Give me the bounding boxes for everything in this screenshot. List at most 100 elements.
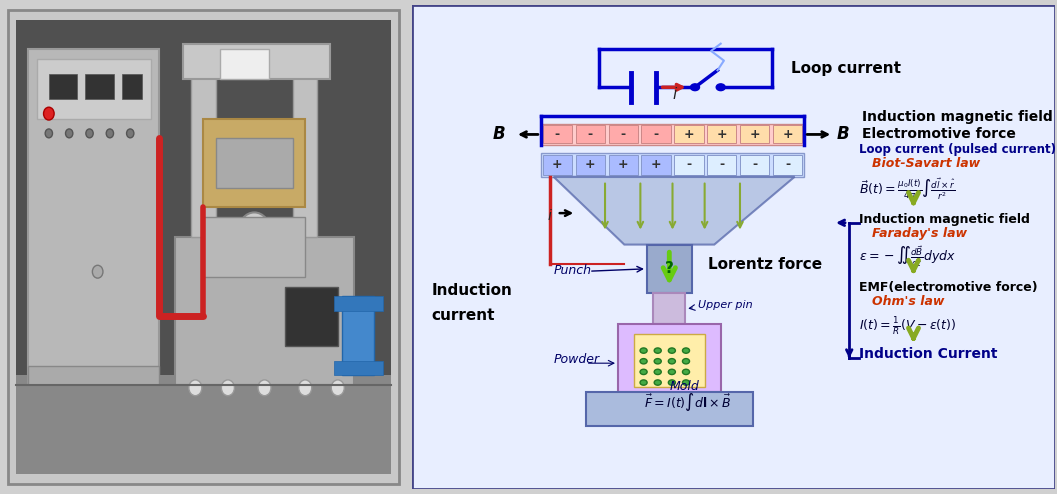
- Text: EMF(electromotive force): EMF(electromotive force): [859, 281, 1038, 293]
- Bar: [86, 74, 114, 99]
- Circle shape: [654, 380, 662, 385]
- Bar: [541, 124, 804, 145]
- Text: Induction magnetic field: Induction magnetic field: [859, 213, 1030, 226]
- Circle shape: [189, 380, 202, 396]
- Circle shape: [106, 129, 113, 138]
- Text: Loop current: Loop current: [792, 61, 902, 76]
- Text: $\vec{B}(t)=\frac{\mu_0 I(t)}{4\pi}\int\frac{d\vec{l}\times\hat{r}}{r^2}$: $\vec{B}(t)=\frac{\mu_0 I(t)}{4\pi}\int\…: [859, 176, 956, 202]
- Circle shape: [66, 129, 73, 138]
- Bar: [774, 125, 802, 143]
- Text: Loop current (pulsed current): Loop current (pulsed current): [859, 143, 1056, 156]
- Text: $\vec{F}=I(t)\int d\mathbf{l}\times\vec{B}$: $\vec{F}=I(t)\int d\mathbf{l}\times\vec{…: [644, 391, 731, 413]
- Text: -: -: [555, 128, 560, 141]
- Text: +: +: [684, 128, 694, 141]
- Bar: [334, 296, 383, 311]
- Circle shape: [641, 380, 647, 385]
- Bar: [707, 125, 737, 143]
- Bar: [541, 153, 804, 177]
- Bar: [674, 125, 704, 143]
- Text: Induction: Induction: [431, 284, 513, 298]
- Text: -: -: [620, 128, 626, 141]
- Circle shape: [690, 84, 700, 90]
- Circle shape: [238, 212, 271, 252]
- Circle shape: [641, 348, 647, 353]
- Text: +: +: [717, 128, 727, 141]
- Bar: [203, 119, 305, 207]
- Circle shape: [668, 380, 675, 385]
- Bar: [740, 125, 769, 143]
- Bar: [653, 293, 685, 325]
- Bar: [542, 125, 572, 143]
- Bar: [293, 59, 317, 237]
- Text: -: -: [753, 158, 758, 171]
- Bar: [284, 287, 338, 346]
- Bar: [618, 325, 721, 392]
- Bar: [634, 334, 705, 387]
- Circle shape: [299, 380, 312, 396]
- Text: i: i: [548, 209, 551, 223]
- Bar: [576, 155, 605, 175]
- Bar: [674, 155, 704, 175]
- Bar: [642, 155, 670, 175]
- Circle shape: [668, 359, 675, 364]
- Bar: [216, 138, 293, 188]
- Text: +: +: [585, 158, 595, 171]
- Circle shape: [683, 369, 689, 374]
- Circle shape: [43, 107, 54, 120]
- Bar: [609, 125, 637, 143]
- Circle shape: [668, 348, 675, 353]
- Text: -: -: [686, 158, 691, 171]
- Bar: [774, 155, 802, 175]
- Circle shape: [92, 265, 103, 278]
- Circle shape: [683, 359, 689, 364]
- Text: Punch: Punch: [554, 264, 592, 277]
- Circle shape: [86, 129, 93, 138]
- Text: +: +: [552, 158, 562, 171]
- Text: ?: ?: [665, 261, 673, 276]
- Bar: [707, 155, 737, 175]
- Bar: [576, 125, 605, 143]
- Circle shape: [331, 380, 345, 396]
- Circle shape: [654, 348, 662, 353]
- Text: Induction Current: Induction Current: [859, 347, 998, 361]
- Bar: [183, 44, 330, 79]
- Bar: [175, 237, 354, 385]
- Text: i: i: [672, 87, 676, 102]
- Circle shape: [45, 129, 53, 138]
- Bar: [16, 375, 391, 474]
- Circle shape: [717, 84, 725, 90]
- Circle shape: [683, 380, 689, 385]
- Text: $\varepsilon=-\iint\frac{d\vec{B}}{dt}dydx$: $\varepsilon=-\iint\frac{d\vec{B}}{dt}dy…: [859, 245, 957, 269]
- Circle shape: [246, 222, 262, 242]
- Bar: [542, 155, 572, 175]
- Text: B: B: [493, 125, 505, 143]
- Text: Induction magnetic field: Induction magnetic field: [863, 110, 1053, 124]
- Bar: [341, 296, 374, 375]
- Bar: [29, 49, 159, 385]
- Text: current: current: [431, 308, 495, 323]
- Circle shape: [641, 359, 647, 364]
- Circle shape: [258, 380, 271, 396]
- Polygon shape: [554, 177, 795, 245]
- Text: B: B: [836, 125, 849, 143]
- Text: -: -: [588, 128, 593, 141]
- Text: -: -: [720, 158, 724, 171]
- Bar: [740, 155, 769, 175]
- Text: $I(t)=\frac{1}{R}(V-\varepsilon(t))$: $I(t)=\frac{1}{R}(V-\varepsilon(t))$: [859, 315, 957, 336]
- Text: -: -: [785, 158, 791, 171]
- Circle shape: [654, 359, 662, 364]
- Bar: [220, 49, 268, 79]
- Bar: [49, 74, 77, 99]
- Text: Ohm's law: Ohm's law: [872, 295, 944, 308]
- Circle shape: [668, 369, 675, 374]
- Bar: [586, 392, 753, 426]
- Bar: [642, 125, 670, 143]
- Text: +: +: [782, 128, 793, 141]
- Text: Powder: Powder: [554, 353, 599, 366]
- Bar: [647, 245, 691, 293]
- Text: +: +: [617, 158, 629, 171]
- Circle shape: [641, 369, 647, 374]
- Bar: [191, 59, 216, 237]
- Bar: [16, 20, 391, 385]
- Bar: [334, 361, 383, 375]
